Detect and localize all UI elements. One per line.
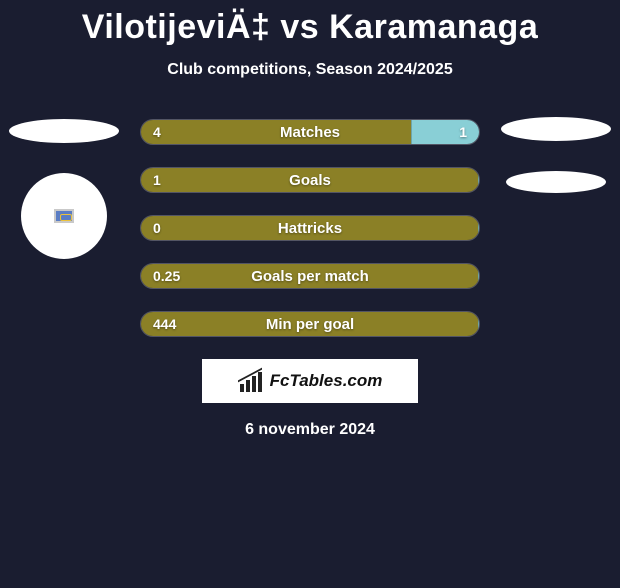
player-left-avatar — [21, 173, 107, 259]
player-left-decor — [4, 119, 124, 259]
comparison-title: VilotijeviÄ‡ vs Karamanaga — [0, 8, 620, 47]
comparison-subtitle: Club competitions, Season 2024/2025 — [0, 61, 620, 79]
date-label: 6 november 2024 — [0, 421, 620, 439]
stat-right-fill — [411, 120, 479, 144]
decor-ellipse — [501, 117, 611, 141]
stat-left-fill — [141, 168, 479, 192]
stat-left-fill — [141, 312, 479, 336]
stat-row-hattricks: 0 Hattricks — [140, 215, 480, 241]
stat-left-fill — [141, 216, 479, 240]
player-right-decor — [496, 117, 616, 193]
brand-badge: FcTables.com — [202, 359, 418, 403]
chart-icon — [238, 370, 264, 392]
flag-icon — [54, 209, 74, 223]
stat-right-fill — [478, 216, 479, 240]
stat-row-mpg: 444 Min per goal — [140, 311, 480, 337]
stat-left-fill — [141, 120, 411, 144]
decor-ellipse — [9, 119, 119, 143]
stat-row-gpm: 0.25 Goals per match — [140, 263, 480, 289]
stat-right-fill — [478, 264, 479, 288]
stat-row-goals: 1 Goals — [140, 167, 480, 193]
stat-right-fill — [478, 168, 479, 192]
stat-bars: 4 Matches 1 1 Goals 0 Hattricks 0.25 Goa… — [140, 119, 480, 337]
decor-ellipse — [506, 171, 606, 193]
stat-right-fill — [478, 312, 479, 336]
stat-row-matches: 4 Matches 1 — [140, 119, 480, 145]
comparison-content: 4 Matches 1 1 Goals 0 Hattricks 0.25 Goa… — [0, 119, 620, 439]
stat-left-fill — [141, 264, 479, 288]
brand-text: FcTables.com — [270, 371, 383, 391]
